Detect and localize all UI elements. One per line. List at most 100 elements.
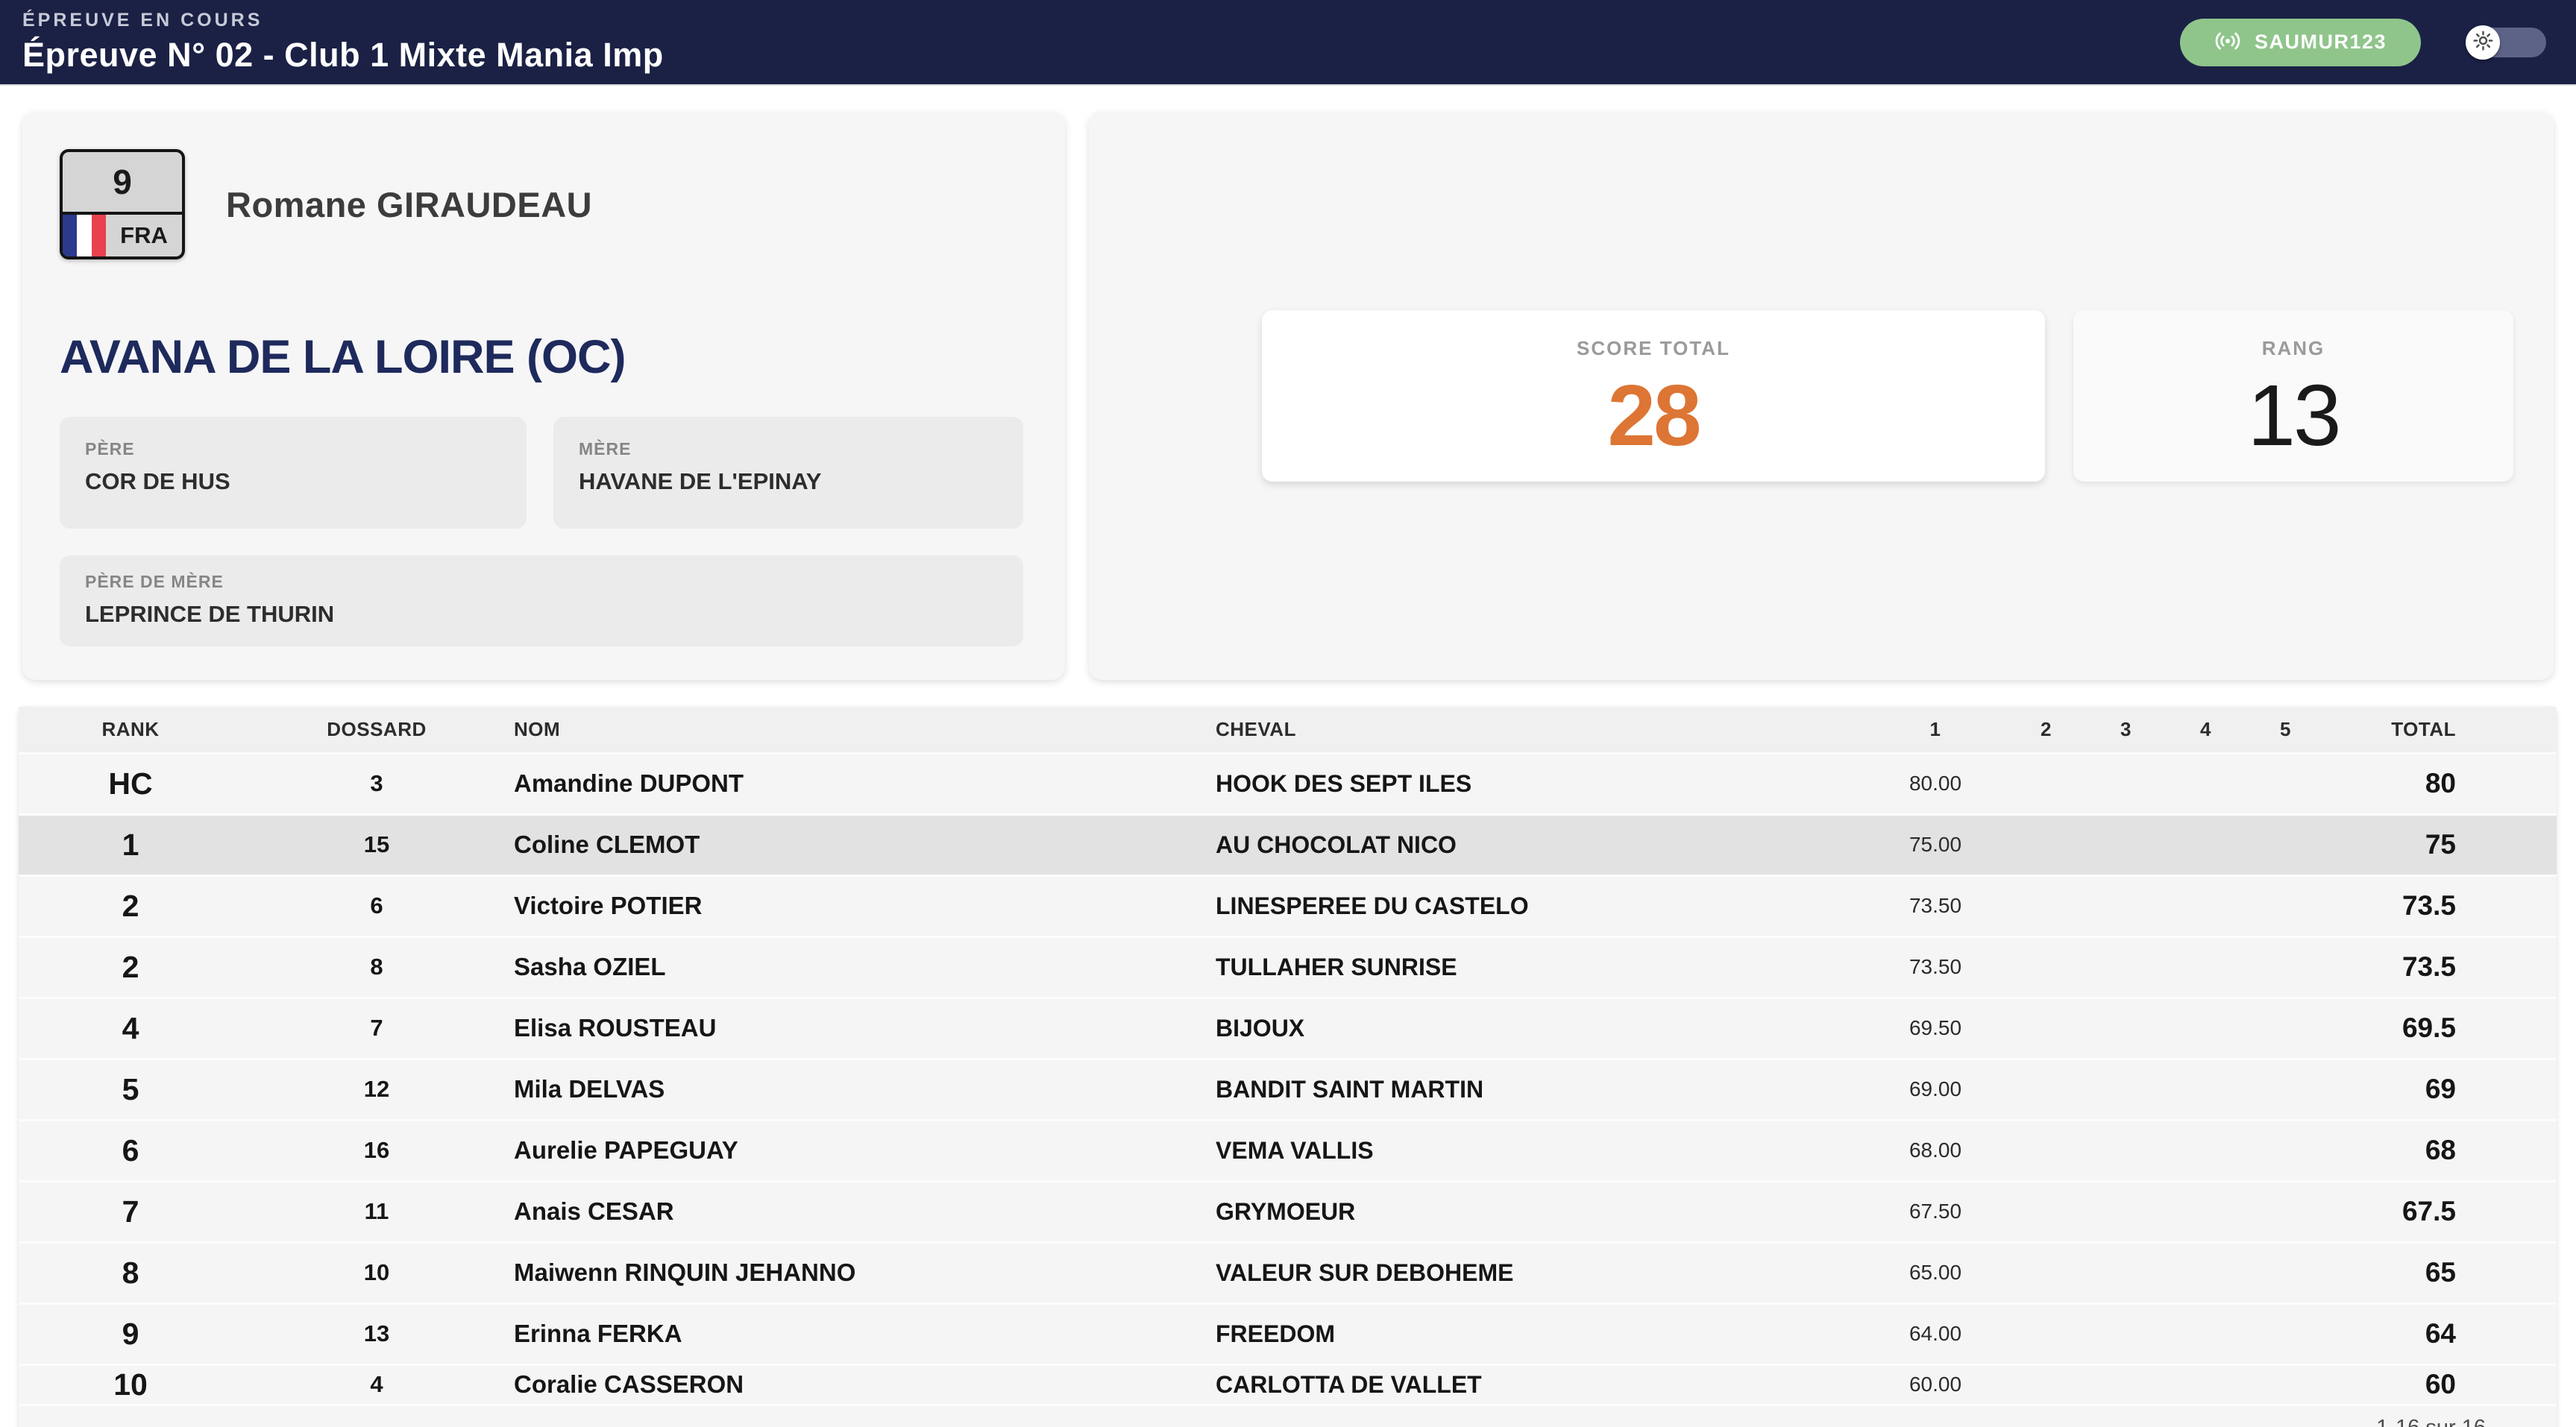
rider-name-cell: Mila DELVAS <box>514 1075 665 1103</box>
horse-name-cell: HOOK DES SEPT ILES <box>1216 769 1472 797</box>
table-row[interactable]: 2 8 Sasha OZIEL TULLAHER SUNRISE 73.50 7… <box>19 936 2557 998</box>
score-4-cell <box>2166 1120 2246 1181</box>
sire-field: PÈRE COR DE HUS <box>60 417 527 529</box>
total-cell: 73.5 <box>2401 951 2456 982</box>
table-row[interactable]: 6 16 Aurelie PAPEGUAY VEMA VALLIS 68.00 … <box>19 1120 2557 1181</box>
horse-name-cell: VALEUR SUR DEBOHEME <box>1216 1259 1514 1286</box>
total-score-label: SCORE TOTAL <box>1577 337 1730 359</box>
bib-badge: 9 FRA <box>60 149 185 259</box>
score-3-cell <box>2086 1364 2166 1404</box>
col-nom: NOM <box>514 717 561 740</box>
score-2-cell <box>2006 753 2086 814</box>
dossard-cell: 15 <box>363 831 390 857</box>
total-cell: 68 <box>2425 1135 2456 1165</box>
score-2-cell <box>2006 1303 2086 1364</box>
horse-name-cell: TULLAHER SUNRISE <box>1216 953 1457 980</box>
theme-toggle[interactable] <box>2466 25 2546 60</box>
score-4-cell <box>2166 998 2246 1059</box>
live-session-badge[interactable]: SAUMUR123 <box>2179 18 2421 66</box>
table-row[interactable]: 4 7 Elisa ROUSTEAU BIJOUX 69.50 69.5 <box>19 998 2557 1059</box>
total-cell: 69.5 <box>2401 1012 2456 1043</box>
table-row[interactable]: 10 4 Coralie CASSERON CARLOTTA DE VALLET… <box>19 1364 2557 1404</box>
table-row[interactable]: 1 15 Coline CLEMOT AU CHOCOLAT NICO 75.0… <box>19 814 2557 875</box>
horse-name-cell: VEMA VALLIS <box>1216 1136 1374 1164</box>
score-4-cell <box>2166 814 2246 875</box>
col-rank: RANK <box>101 717 160 740</box>
sun-icon <box>2472 30 2493 54</box>
dossard-cell: 10 <box>363 1259 390 1285</box>
bib-number: 9 <box>63 152 182 215</box>
score-4-cell <box>2166 1364 2246 1404</box>
table-row[interactable]: 8 10 Maiwenn RINQUIN JEHANNO VALEUR SUR … <box>19 1242 2557 1303</box>
rider-name-cell: Coline CLEMOT <box>514 831 700 858</box>
score-2-cell <box>2006 814 2086 875</box>
col-dossard: DOSSARD <box>327 717 427 740</box>
pagination-status: 1-16 sur 16 <box>19 1404 2557 1427</box>
score-4-cell <box>2166 1059 2246 1120</box>
rider-name-cell: Erinna FERKA <box>514 1320 682 1347</box>
score-5-cell <box>2246 998 2325 1059</box>
score-5-cell <box>2246 814 2325 875</box>
total-cell: 75 <box>2425 829 2456 860</box>
rank-cell: HC <box>108 766 153 801</box>
rank-cell: 9 <box>122 1316 139 1351</box>
score-1-cell: 67.50 <box>1909 1200 1962 1223</box>
score-5-cell <box>2246 1181 2325 1242</box>
score-4-cell <box>2166 1242 2246 1303</box>
score-1-cell: 75.00 <box>1909 833 1962 856</box>
col-score-4: 4 <box>2200 717 2211 740</box>
score-panel: SCORE TOTAL 28 RANG 13 <box>1089 112 2554 680</box>
table-row[interactable]: 7 11 Anais CESAR GRYMOEUR 67.50 67.5 <box>19 1181 2557 1242</box>
score-1-cell: 68.00 <box>1909 1138 1962 1162</box>
dam-field: MÈRE HAVANE DE L'EPINAY <box>553 417 1023 529</box>
score-2-cell <box>2006 875 2086 936</box>
score-3-cell <box>2086 1120 2166 1181</box>
score-2-cell <box>2006 1181 2086 1242</box>
score-3-cell <box>2086 1059 2166 1120</box>
rider-name-cell: Victoire POTIER <box>514 892 703 919</box>
score-1-cell: 80.00 <box>1909 772 1962 795</box>
dossard-cell: 3 <box>370 770 383 796</box>
table-header-row: RANK DOSSARD NOM CHEVAL 1 2 3 4 5 TOTAL <box>19 707 2557 753</box>
horse-name-cell: BIJOUX <box>1216 1014 1305 1042</box>
results-table-card: RANK DOSSARD NOM CHEVAL 1 2 3 4 5 TOTAL … <box>19 707 2557 1427</box>
dossard-cell: 12 <box>363 1076 390 1102</box>
table-row[interactable]: HC 3 Amandine DUPONT HOOK DES SEPT ILES … <box>19 753 2557 814</box>
dam-sire-label: PÈRE DE MÈRE <box>85 572 224 591</box>
table-row[interactable]: 9 13 Erinna FERKA FREEDOM 64.00 64 <box>19 1303 2557 1364</box>
horse-name-cell: AU CHOCOLAT NICO <box>1216 831 1457 858</box>
horse-name: AVANA DE LA LOIRE (OC) <box>60 331 626 383</box>
total-cell: 67.5 <box>2401 1196 2456 1226</box>
horse-name-cell: BANDIT SAINT MARTIN <box>1216 1075 1484 1103</box>
score-5-cell <box>2246 1120 2325 1181</box>
rank-label: RANG <box>2261 337 2325 359</box>
dossard-cell: 4 <box>370 1371 383 1398</box>
table-row[interactable]: 5 12 Mila DELVAS BANDIT SAINT MARTIN 69.… <box>19 1059 2557 1120</box>
rank-cell: 8 <box>122 1255 139 1290</box>
dossard-cell: 11 <box>364 1198 389 1224</box>
total-cell: 80 <box>2425 768 2456 798</box>
total-cell: 60 <box>2425 1369 2456 1400</box>
rider-name-cell: Sasha OZIEL <box>514 953 666 980</box>
score-5-cell <box>2246 753 2325 814</box>
total-score-card: SCORE TOTAL 28 <box>1262 310 2045 482</box>
horse-name-cell: FREEDOM <box>1216 1320 1335 1347</box>
table-row[interactable]: 2 6 Victoire POTIER LINESPEREE DU CASTEL… <box>19 875 2557 936</box>
score-3-cell <box>2086 1242 2166 1303</box>
rank-card: RANG 13 <box>2073 310 2513 482</box>
country-code: FRA <box>120 222 168 248</box>
score-1-cell: 65.00 <box>1909 1261 1962 1284</box>
rank-value: 13 <box>2247 367 2341 464</box>
topbar-actions: SAUMUR123 <box>2179 18 2546 66</box>
score-4-cell <box>2166 1181 2246 1242</box>
score-4-cell <box>2166 936 2246 998</box>
score-2-cell <box>2006 1059 2086 1120</box>
score-5-cell <box>2246 936 2325 998</box>
score-1-cell: 60.00 <box>1909 1373 1962 1396</box>
horse-name-cell: LINESPEREE DU CASTELO <box>1216 892 1529 919</box>
total-cell: 64 <box>2425 1318 2456 1349</box>
dossard-cell: 16 <box>363 1137 390 1163</box>
horse-name-cell: GRYMOEUR <box>1216 1197 1356 1225</box>
col-cheval: CHEVAL <box>1216 717 1296 740</box>
